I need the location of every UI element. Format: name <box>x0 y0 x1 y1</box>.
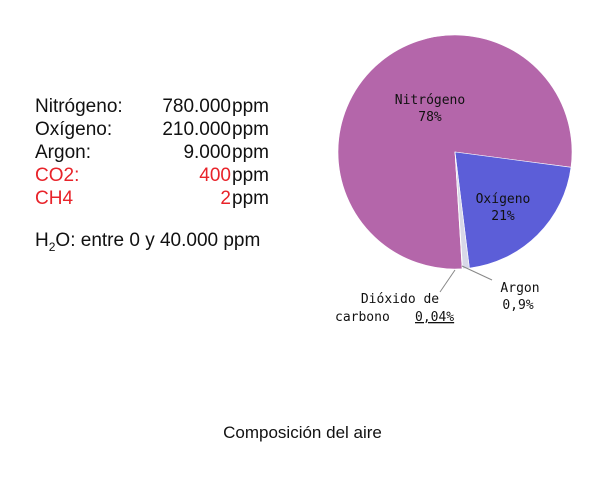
gas-row-co2: CO2: 400 ppm <box>35 164 295 187</box>
slice-pct-nitrogen: 78% <box>418 110 442 125</box>
h2o-subscript: 2 <box>48 239 56 254</box>
gas-unit: ppm <box>232 188 269 209</box>
gas-list: Nitrógeno: 780.000 ppm Oxígeno: 210.000 … <box>35 95 295 210</box>
slice-name: Argon <box>500 281 539 296</box>
pie-slice-oxygen <box>454 151 572 269</box>
slice-name: Oxígeno <box>476 192 531 207</box>
slice-label-co2: Dióxido de <box>361 292 439 307</box>
water-vapor-note: H2O: entre 0 y 40.000 ppm <box>35 230 260 254</box>
pie-slices <box>337 34 573 270</box>
slice-label-co2-line2: carbono <box>335 310 390 325</box>
leader-line-co2 <box>439 269 456 293</box>
gas-unit: ppm <box>232 119 269 140</box>
pie-slice-nitrogen <box>337 34 573 270</box>
gas-unit: ppm <box>232 96 269 117</box>
gas-name: CH4 <box>35 188 74 209</box>
slice-pct: 0,04% <box>415 310 454 325</box>
slice-pct-co2: 0,04% <box>415 310 454 325</box>
gas-row-nitrogen: Nitrógeno: 780.000 ppm <box>35 95 295 118</box>
gas-unit: ppm <box>232 142 269 163</box>
gas-name: Oxígeno: <box>35 119 113 140</box>
gas-value: 210.000 <box>162 119 231 140</box>
gas-value: 400 <box>199 165 231 186</box>
slice-pct: 0,9% <box>502 298 533 313</box>
gas-name: Argon: <box>35 142 91 163</box>
gas-row-ch4: CH4 2 ppm <box>35 187 295 210</box>
h2o-text: O: entre 0 y 40.000 ppm <box>55 230 261 251</box>
gas-value: 9.000 <box>183 142 231 163</box>
gas-row-oxygen: Oxígeno: 210.000 ppm <box>35 118 295 141</box>
slice-pct: 21% <box>491 209 515 224</box>
gas-unit: ppm <box>232 165 269 186</box>
gas-value: 780.000 <box>162 96 231 117</box>
slice-pct: 78% <box>418 110 442 125</box>
slice-label-argon: Argon <box>500 281 539 296</box>
gas-name: Nitrógeno: <box>35 96 123 117</box>
slice-label-oxygen: Oxígeno <box>476 192 531 207</box>
slice-name: Nitrógeno <box>395 93 465 108</box>
leader-line-argon <box>461 265 493 281</box>
slice-label-nitrogen: Nitrógeno <box>395 93 465 108</box>
gas-name: CO2: <box>35 165 80 186</box>
chart-caption: Composición del aire <box>223 423 382 442</box>
slice-pct-argon: 0,9% <box>502 298 533 313</box>
pie-slice-co2 <box>454 151 463 270</box>
slice-pct-oxygen: 21% <box>491 209 515 224</box>
gas-value: 2 <box>220 188 231 209</box>
gas-row-argon: Argon: 9.000 ppm <box>35 141 295 164</box>
h2o-formula: H <box>35 230 49 251</box>
